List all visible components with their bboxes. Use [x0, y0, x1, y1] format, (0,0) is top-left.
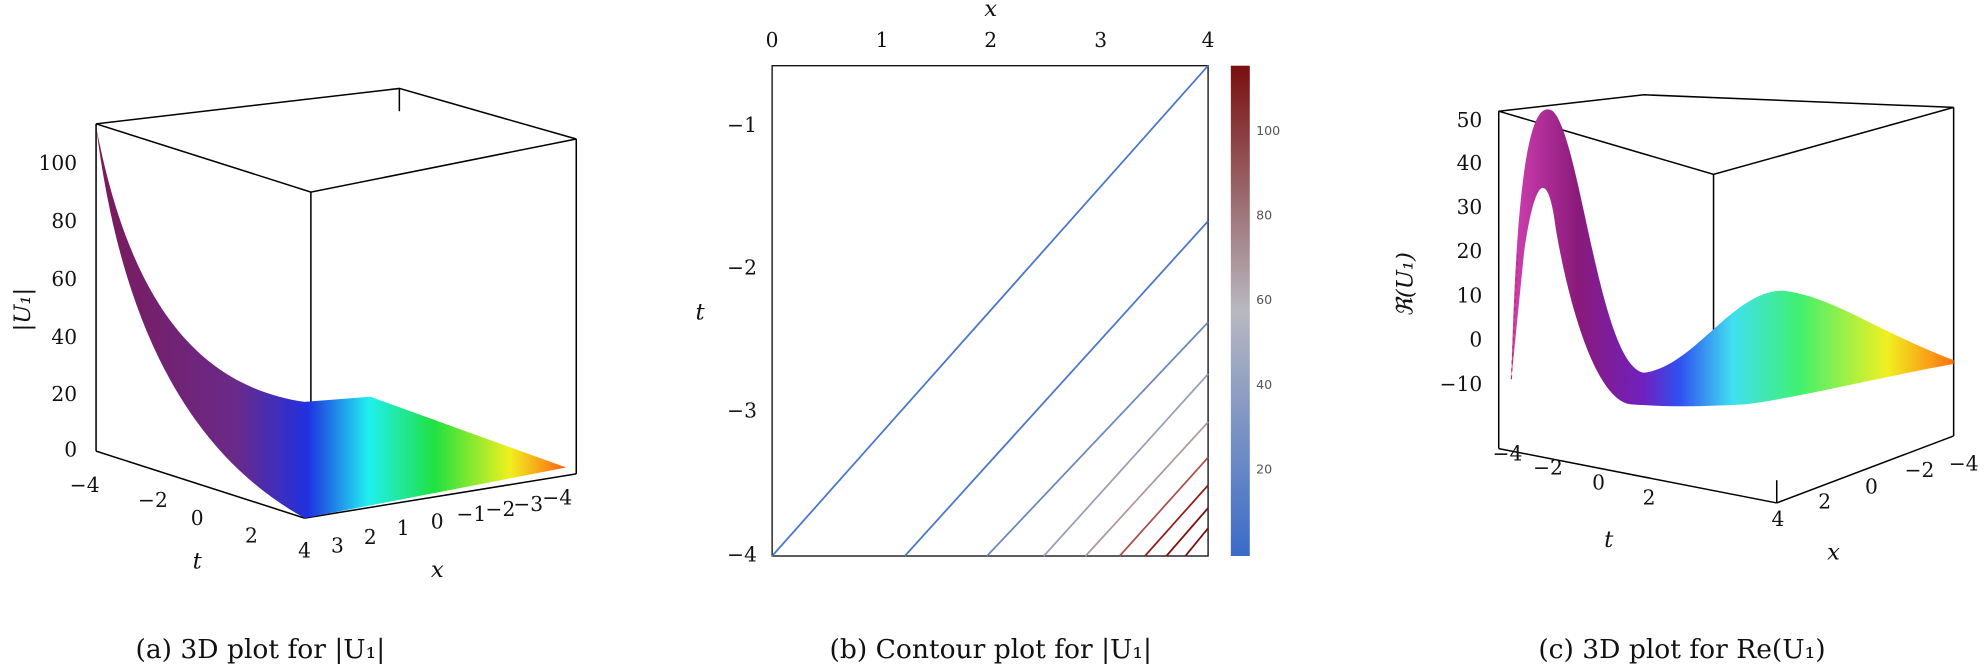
t-tick-label: 4 [298, 539, 311, 563]
t-tick-label: 2 [1643, 486, 1656, 510]
x-tick-label: −2 [1905, 458, 1935, 482]
x-axis-label: x [431, 557, 444, 583]
contours [771, 65, 1209, 557]
x-tick-label: 0 [431, 510, 444, 534]
z-tick-label: 20 [51, 382, 77, 406]
x-tick-label: 1 [397, 516, 410, 540]
surface-a [96, 126, 567, 519]
z-tick-label: 0 [64, 438, 77, 462]
z-tick-label: 60 [51, 267, 77, 291]
x-tick-label: −1 [456, 502, 486, 526]
colorbar-tick-label: 20 [1256, 462, 1272, 477]
z-tick-label: 30 [1457, 195, 1483, 219]
t-tick-label: −2 [727, 256, 757, 280]
z-tick-label: 50 [1457, 108, 1483, 132]
colorbar-tick-label: 100 [1256, 123, 1280, 138]
z-tick-label: 20 [1457, 239, 1483, 263]
x-tick-label: −3 [513, 492, 543, 516]
t-axis-label: t [193, 548, 203, 574]
z-tick-label: 40 [1457, 151, 1483, 175]
t-axis-label: t [1604, 527, 1614, 553]
x-tick-label: −4 [1949, 452, 1979, 476]
caption: (c) 3D plot for Re(U₁) [1538, 634, 1825, 665]
t-tick-label: −4 [70, 473, 100, 497]
z-tick-label: 0 [1469, 328, 1482, 352]
x-axis-label: x [1827, 539, 1840, 565]
z-axis-label: |U₁| [10, 288, 36, 332]
t-axis-label: t [696, 299, 706, 325]
t-tick-label: −1 [727, 113, 757, 137]
surface-c [1511, 109, 1954, 407]
z-tick-label: 10 [1457, 283, 1483, 307]
z-axis-label: ℜ(U₁) [1392, 252, 1418, 317]
x-tick-label: 0 [1865, 474, 1878, 498]
t-tick-label: −4 [1493, 441, 1523, 465]
surface-edge [1510, 252, 1519, 380]
caption: (a) 3D plot for |U₁| [135, 634, 385, 665]
t-tick-label: −2 [138, 488, 168, 512]
box-a [95, 87, 578, 519]
caption: (b) Contour plot for |U₁| [830, 634, 1152, 665]
colorbar [1230, 65, 1250, 557]
x-tick-label: 2 [1818, 489, 1831, 513]
x-tick-label: 3 [331, 534, 344, 558]
t-tick-label: 0 [1592, 470, 1605, 494]
t-tick-label: −3 [727, 398, 757, 422]
x-tick-label: 0 [766, 28, 779, 52]
t-tick-label: 0 [191, 506, 204, 530]
t-tick-label: 2 [245, 524, 258, 548]
x-tick-label: −4 [542, 486, 572, 510]
colorbar-tick-label: 40 [1256, 377, 1272, 392]
t-tick-label: −2 [1533, 455, 1563, 479]
x-tick-label: 2 [364, 525, 377, 549]
z-tick-label: −10 [1440, 372, 1483, 396]
x-tick-label: 3 [1094, 28, 1107, 52]
x-tick-label: 1 [876, 28, 889, 52]
z-tick-label: 100 [39, 151, 78, 175]
z-tick-label: 40 [51, 325, 77, 349]
colorbar-tick-label: 80 [1256, 208, 1272, 223]
colorbar-tick-label: 60 [1256, 292, 1272, 307]
x-tick-label: 4 [1202, 28, 1215, 52]
t-tick-label: 4 [1772, 507, 1785, 531]
plot-frame [771, 65, 1209, 557]
z-tick-label: 80 [51, 209, 77, 233]
x-axis-label: x [984, 0, 997, 22]
x-tick-label: 2 [984, 28, 997, 52]
t-tick-label: −4 [727, 543, 757, 567]
x-tick-label: −2 [486, 497, 516, 521]
